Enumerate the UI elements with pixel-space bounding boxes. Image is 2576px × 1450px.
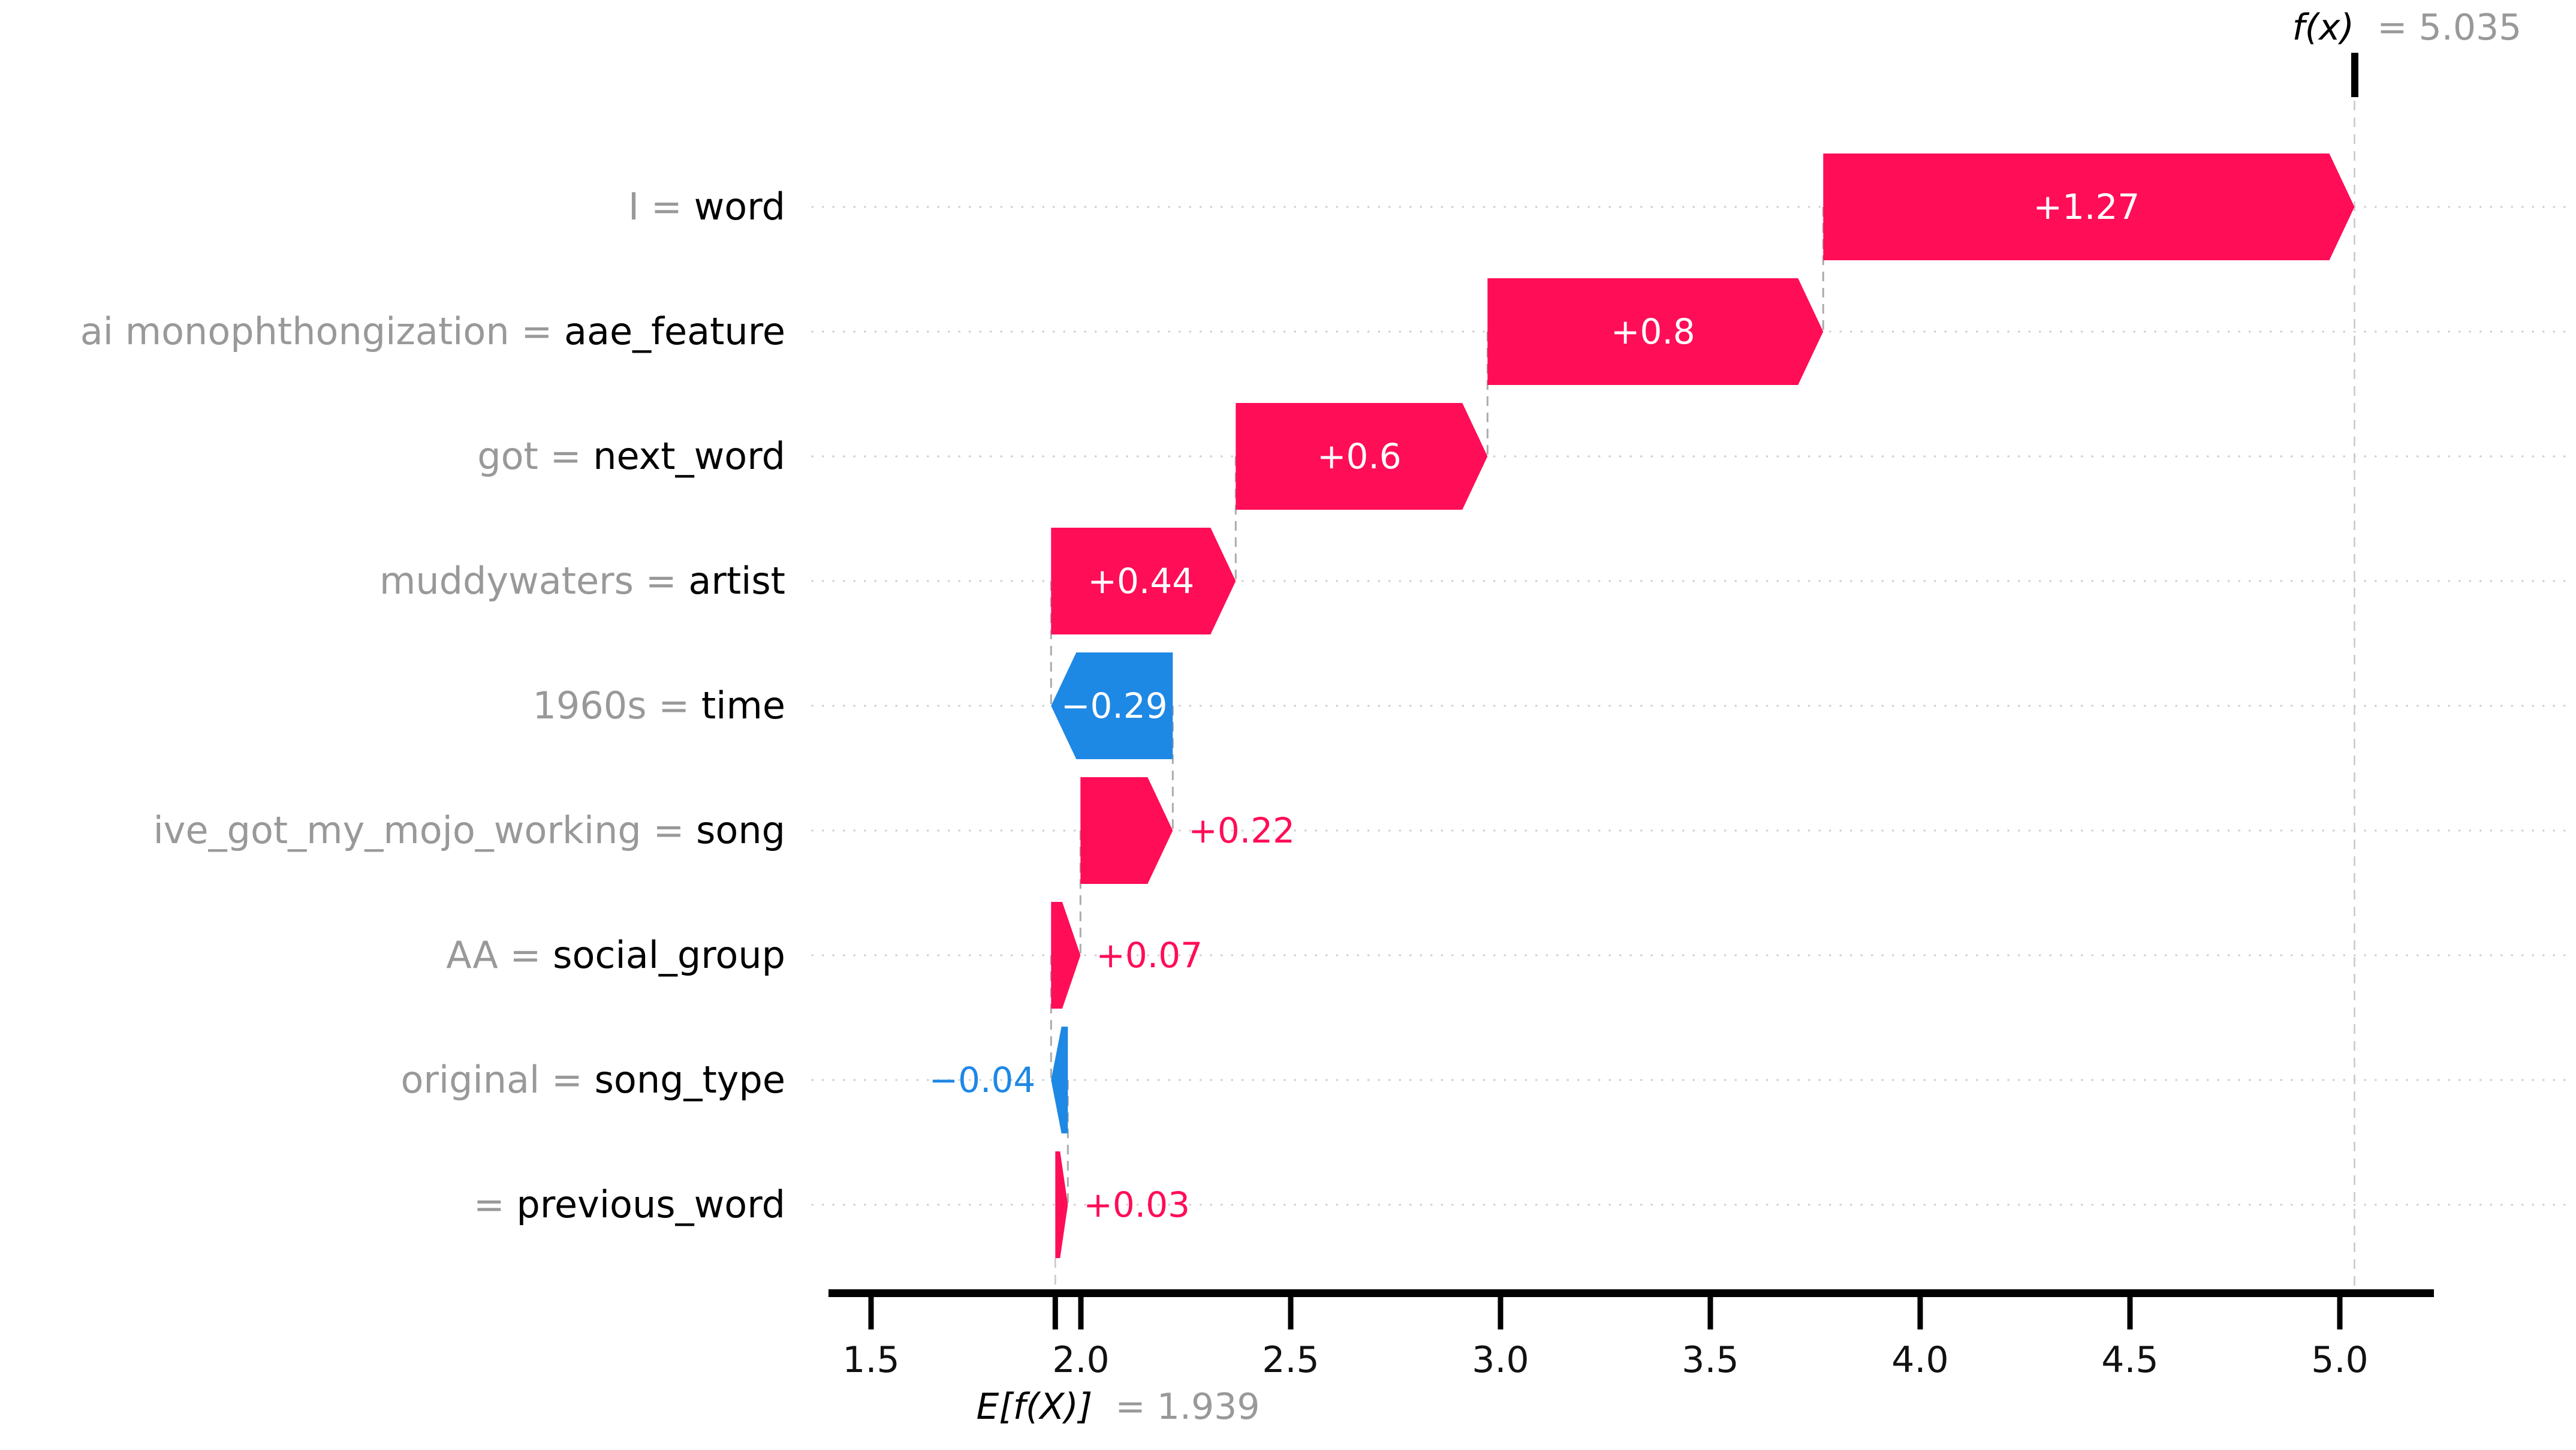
fx-symbol: f(x) [2292,7,2355,49]
ef-value: 1.939 [1156,1386,1260,1428]
ef-symbol: E[f(X)] [976,1386,1093,1428]
shap-value-label: −0.04 [929,1060,1036,1100]
x-axis-tick [1288,1297,1294,1329]
shap-value-label: +0.03 [1083,1184,1191,1225]
feature-value-text: ai monophthongization [80,309,522,353]
x-axis-tick [1707,1297,1713,1329]
shap-value-label: +0.6 [1316,436,1402,477]
feature-name-text: song [696,808,785,852]
feature-value-text: 1960s [532,684,659,727]
shap-bar-positive [1236,403,1488,510]
feature-row-label: got = next_word [477,431,785,482]
x-axis-tick-label: 5.0 [2311,1339,2369,1381]
shap-bar-negative [1051,1027,1068,1133]
feature-name-text: next_word [593,434,785,478]
fx-value: 5.035 [2418,7,2522,49]
equals-sign: = [510,933,553,977]
x-axis-tick [2337,1297,2343,1329]
shap-value-label: −0.29 [1060,685,1168,726]
fx-annotation: f(x) = 5.035 [2292,5,2522,50]
x-axis-tick-label: 3.0 [1472,1339,1529,1381]
x-axis-tick [1498,1297,1504,1329]
shap-bar-positive [1051,902,1081,1009]
x-axis-tick-label: 4.0 [1891,1339,1949,1381]
shap-bar-positive [1823,154,2355,260]
feature-row-label: = previous_word [474,1180,785,1230]
base-value-tick [1052,1297,1058,1329]
equals-sign: = [645,559,689,603]
ef-equals: = [1104,1386,1157,1428]
feature-name-text: word [694,185,785,228]
x-axis-tick-label: 2.5 [1262,1339,1319,1381]
feature-value-text: ive_got_my_mojo_working [153,808,653,852]
feature-name-text: previous_word [516,1183,785,1226]
equals-sign: = [521,309,565,353]
x-axis-tick [1078,1297,1084,1329]
shap-value-label: +1.27 [2033,186,2140,227]
shap-bar-negative [1051,652,1173,759]
feature-value-text: got [477,434,550,478]
shap-value-label: +0.07 [1096,935,1203,976]
feature-name-text: song_type [594,1058,785,1102]
x-axis-tick [1917,1297,1923,1329]
feature-row-label: AA = social_group [446,930,785,980]
shap-bar-positive [1051,528,1236,634]
equals-sign: = [650,185,694,228]
fx-marker-tick [2351,53,2358,97]
feature-value-text: original [400,1058,552,1102]
expected-value-annotation: E[f(X)] = 1.939 [976,1384,1260,1430]
x-axis-tick-label: 4.5 [2101,1339,2159,1381]
equals-sign: = [473,1183,517,1226]
feature-name-text: social_group [553,933,785,977]
feature-name-text: time [701,684,785,727]
feature-row-label: muddywaters = artist [379,556,785,606]
feature-row-label: 1960s = time [532,681,785,731]
feature-value-text: I [628,185,651,228]
feature-value-text: muddywaters [379,559,646,603]
equals-sign: = [551,1058,595,1102]
x-axis-tick-label: 3.5 [1682,1339,1739,1381]
feature-name-text: aae_feature [564,309,785,353]
feature-row-label: ai monophthongization = aae_feature [80,306,785,357]
fx-equals: = [2366,7,2419,49]
shap-bar-positive [1080,777,1173,884]
feature-name-text: artist [688,559,785,603]
equals-sign: = [658,684,701,727]
shap-value-label: +0.8 [1610,311,1695,352]
shap-value-label: +0.44 [1087,561,1195,601]
x-axis-tick [868,1297,874,1329]
shap-value-label: +0.22 [1188,810,1295,851]
feature-row-label: ive_got_my_mojo_working = song [153,805,785,856]
x-axis-tick [2127,1297,2133,1329]
x-axis-tick-label: 2.0 [1052,1339,1110,1381]
shap-bar-positive [1055,1151,1068,1258]
feature-row-label: original = song_type [400,1055,785,1105]
feature-row-label: I = word [628,182,785,232]
feature-value-text: AA [446,933,510,977]
equals-sign: = [550,434,593,478]
x-axis-tick-label: 1.5 [842,1339,900,1381]
x-axis-line [828,1289,2434,1297]
equals-sign: = [653,808,697,852]
shap-bar-positive [1487,278,1824,385]
